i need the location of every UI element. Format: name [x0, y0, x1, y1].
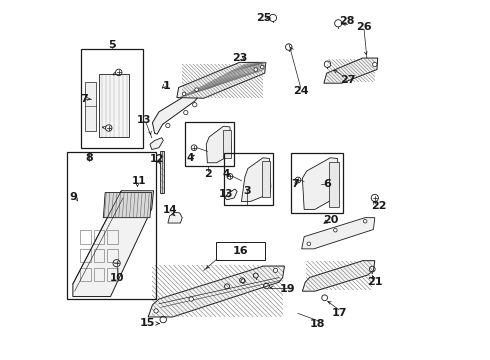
Text: 7: 7: [291, 179, 298, 189]
Circle shape: [273, 268, 278, 273]
Circle shape: [189, 297, 194, 301]
Bar: [107, 230, 118, 244]
Text: 7: 7: [80, 94, 88, 104]
Bar: [262, 161, 270, 197]
Text: 4: 4: [222, 168, 230, 179]
Bar: [291, 153, 343, 213]
Text: 20: 20: [322, 215, 338, 225]
Text: 22: 22: [370, 201, 386, 211]
Text: 10: 10: [109, 273, 124, 283]
Bar: [160, 151, 164, 193]
Circle shape: [166, 123, 170, 128]
Circle shape: [195, 88, 198, 91]
Bar: [216, 242, 265, 260]
Text: 3: 3: [243, 186, 250, 197]
Polygon shape: [225, 189, 237, 200]
Bar: [107, 267, 118, 281]
Text: 4: 4: [187, 153, 194, 163]
Circle shape: [184, 111, 188, 115]
Text: 28: 28: [340, 17, 355, 27]
Text: 14: 14: [162, 206, 177, 216]
Bar: [98, 74, 129, 137]
Circle shape: [241, 279, 245, 283]
Polygon shape: [242, 158, 271, 202]
Text: 2: 2: [204, 168, 212, 179]
Polygon shape: [150, 138, 163, 149]
Bar: [85, 82, 96, 131]
Text: 16: 16: [233, 246, 248, 256]
Bar: [224, 153, 273, 205]
Text: 11: 11: [132, 176, 147, 186]
Polygon shape: [73, 191, 153, 297]
Text: 21: 21: [367, 277, 383, 287]
Text: 12: 12: [150, 154, 165, 164]
Bar: [329, 162, 339, 207]
Polygon shape: [302, 218, 375, 249]
Bar: [185, 122, 234, 166]
Polygon shape: [206, 126, 231, 163]
Polygon shape: [177, 62, 266, 98]
Bar: [68, 152, 156, 299]
Circle shape: [182, 92, 186, 96]
Bar: [80, 230, 91, 244]
Circle shape: [254, 68, 258, 71]
Text: 9: 9: [70, 192, 77, 202]
Bar: [80, 249, 91, 262]
Text: 1: 1: [163, 81, 171, 91]
Polygon shape: [103, 193, 152, 218]
Polygon shape: [168, 212, 182, 223]
Circle shape: [373, 62, 377, 67]
Text: 27: 27: [341, 75, 356, 85]
Bar: [81, 49, 143, 148]
Circle shape: [334, 228, 337, 232]
Text: 24: 24: [293, 86, 308, 96]
Text: 5: 5: [108, 40, 116, 50]
Circle shape: [307, 242, 311, 246]
Polygon shape: [324, 58, 378, 83]
Bar: [107, 249, 118, 262]
Text: 8: 8: [85, 153, 93, 163]
Bar: [80, 267, 91, 281]
Polygon shape: [152, 87, 202, 134]
Text: 13: 13: [137, 115, 151, 125]
Circle shape: [154, 309, 158, 313]
Text: 6: 6: [323, 179, 331, 189]
Bar: [223, 130, 231, 158]
Polygon shape: [302, 261, 375, 291]
Text: 19: 19: [279, 284, 295, 294]
Text: 18: 18: [310, 319, 325, 329]
Text: 17: 17: [331, 309, 347, 318]
Text: 23: 23: [232, 53, 247, 63]
Bar: [94, 267, 104, 281]
Text: 26: 26: [356, 22, 372, 32]
Circle shape: [193, 103, 197, 107]
Bar: [94, 230, 104, 244]
Circle shape: [260, 65, 264, 69]
Circle shape: [364, 220, 367, 223]
Bar: [94, 249, 104, 262]
Text: 15: 15: [139, 319, 155, 328]
Text: 13: 13: [219, 189, 234, 199]
Polygon shape: [302, 158, 339, 210]
Polygon shape: [148, 266, 285, 317]
Text: 25: 25: [256, 13, 271, 23]
